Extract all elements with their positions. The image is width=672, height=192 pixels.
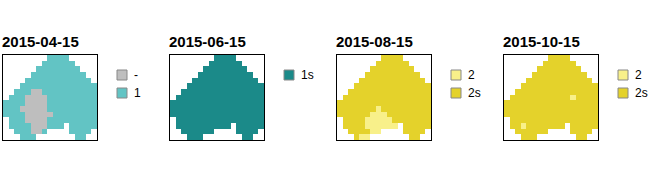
svg-text:-: - (134, 68, 138, 82)
svg-text:2s: 2s (468, 86, 481, 100)
svg-text:2s: 2s (635, 86, 648, 100)
svg-text:2015-08-15: 2015-08-15 (336, 33, 413, 50)
svg-text:2: 2 (468, 68, 475, 82)
svg-text:1: 1 (134, 86, 141, 100)
svg-text:1s: 1s (301, 68, 314, 82)
svg-text:2015-04-15: 2015-04-15 (2, 33, 79, 50)
svg-text:2: 2 (635, 68, 642, 82)
svg-text:2015-10-15: 2015-10-15 (503, 33, 580, 50)
svg-text:2015-06-15: 2015-06-15 (169, 33, 246, 50)
